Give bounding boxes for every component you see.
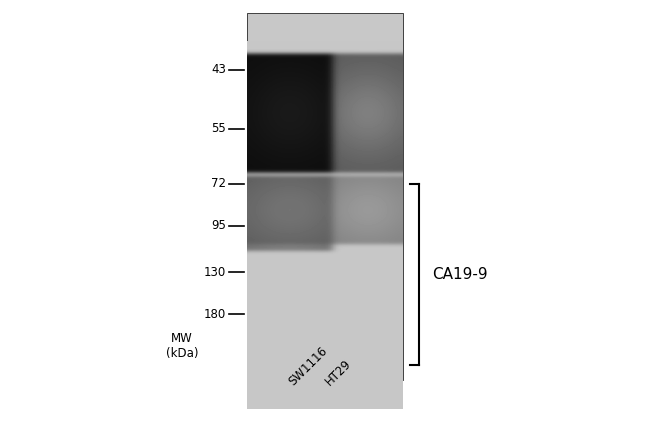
Text: CA19-9: CA19-9 bbox=[432, 267, 488, 282]
Text: 55: 55 bbox=[211, 122, 226, 135]
Text: 95: 95 bbox=[211, 219, 226, 232]
Text: 72: 72 bbox=[211, 177, 226, 190]
Text: 180: 180 bbox=[204, 308, 226, 321]
Text: HT29: HT29 bbox=[322, 357, 354, 388]
Text: 130: 130 bbox=[204, 266, 226, 279]
Text: SW1116: SW1116 bbox=[287, 344, 330, 388]
FancyBboxPatch shape bbox=[247, 13, 403, 380]
Text: 43: 43 bbox=[211, 63, 226, 76]
Text: MW
(kDa): MW (kDa) bbox=[166, 332, 198, 360]
